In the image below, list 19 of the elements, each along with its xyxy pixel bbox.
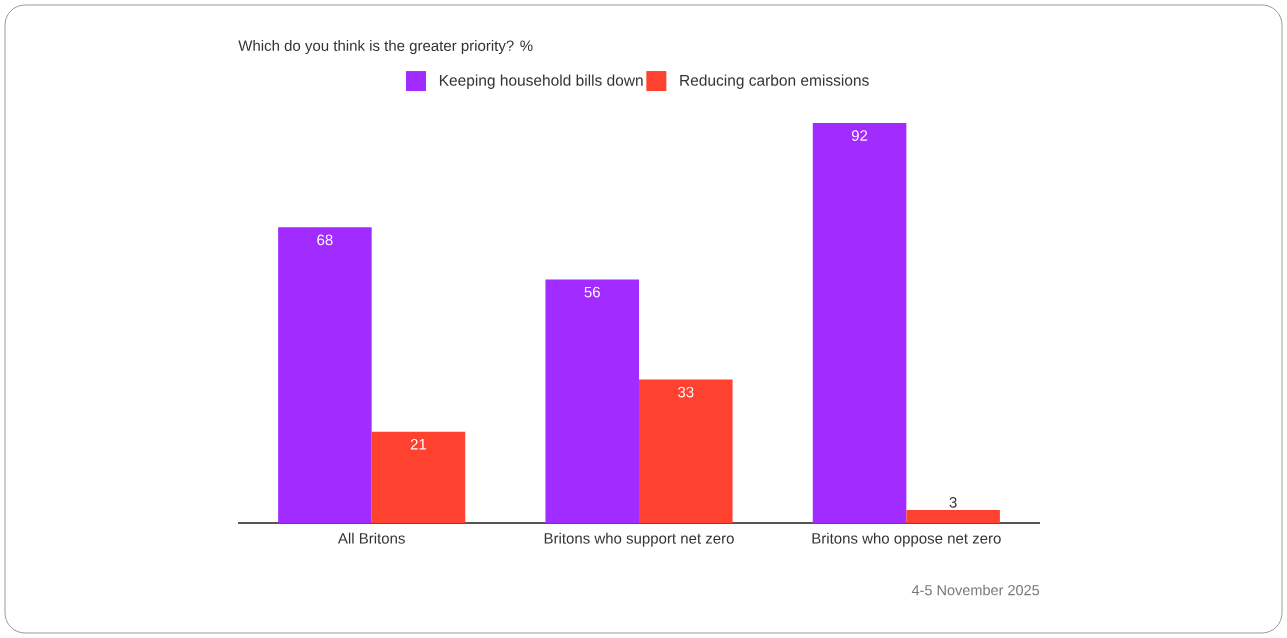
data-label: 3 [949, 497, 957, 508]
x-tick-label: Britons who support net zero [544, 532, 734, 547]
bar [639, 379, 733, 523]
chart-title: Which do you think is the greater priority? % [238, 39, 533, 54]
bar [371, 431, 466, 523]
data-label: 68 [317, 234, 333, 246]
data-label: 33 [678, 386, 694, 398]
data-label: 56 [584, 286, 600, 298]
bar [278, 227, 372, 523]
bar [906, 509, 1000, 523]
x-tick-label: Britons who oppose net zero [812, 532, 1001, 547]
legend-label: Reducing carbon emissions [680, 74, 869, 89]
legend-label: Keeping household bills down [439, 74, 643, 89]
text: 4-5 November 2025 [911, 584, 1040, 596]
x-tick-label: All Britons [337, 532, 405, 544]
bar [545, 279, 640, 523]
data-label: 21 [410, 438, 427, 450]
data-label: 92 [851, 130, 868, 141]
bar [812, 123, 907, 523]
